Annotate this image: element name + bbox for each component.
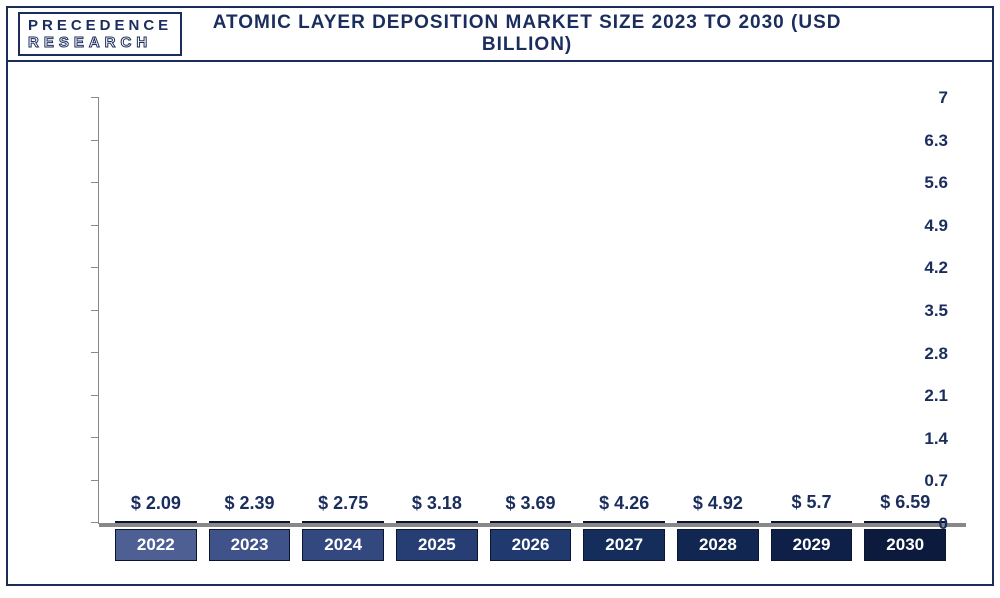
x-label: 2028: [677, 529, 759, 561]
y-label: 7: [939, 88, 948, 108]
y-tick: [91, 97, 99, 98]
y-label: 6.3: [924, 131, 948, 151]
y-tick: [91, 395, 99, 396]
bars-container: $ 2.09$ 2.39$ 2.75$ 3.18$ 3.69$ 4.26$ 4.…: [99, 98, 962, 523]
x-label: 2025: [396, 529, 478, 561]
y-label: 1.4: [924, 429, 948, 449]
y-label: 5.6: [924, 173, 948, 193]
bar-value-label: $ 2.39: [203, 493, 297, 514]
y-tick: [91, 437, 99, 438]
x-label: 2027: [583, 529, 665, 561]
y-tick: [91, 182, 99, 183]
bar-value-label: $ 5.7: [765, 492, 859, 513]
x-labels-row: 2022 2023 2024 2025 2026 2027 2028 2029 2030: [99, 529, 962, 561]
bar-value-label: $ 3.69: [484, 493, 578, 514]
plot: $ 2.09$ 2.39$ 2.75$ 3.18$ 3.69$ 4.26$ 4.…: [98, 98, 962, 524]
y-label: 4.9: [924, 216, 948, 236]
x-label: 2026: [490, 529, 572, 561]
x-label: 2029: [771, 529, 853, 561]
y-label: 2.8: [924, 344, 948, 364]
title-bar: PRECEDENCE RESEARCH ATOMIC LAYER DEPOSIT…: [8, 8, 992, 62]
y-label: 3.5: [924, 301, 948, 321]
chart-title: ATOMIC LAYER DEPOSITION MARKET SIZE 2023…: [182, 12, 992, 56]
y-tick: [91, 352, 99, 353]
bar-value-label: $ 4.92: [671, 493, 765, 514]
bar-value-label: $ 2.75: [296, 493, 390, 514]
chart-frame: PRECEDENCE RESEARCH ATOMIC LAYER DEPOSIT…: [6, 6, 994, 586]
logo: PRECEDENCE RESEARCH: [18, 12, 182, 56]
x-label: 2024: [302, 529, 384, 561]
y-tick: [91, 267, 99, 268]
bar-value-label: $ 6.59: [858, 492, 952, 513]
chart-area: $ 2.09$ 2.39$ 2.75$ 3.18$ 3.69$ 4.26$ 4.…: [98, 98, 962, 524]
x-label: 2022: [115, 529, 197, 561]
x-label: 2023: [209, 529, 291, 561]
y-label: 0: [939, 514, 948, 534]
logo-line2: RESEARCH: [28, 35, 172, 50]
bar-value-label: $ 4.26: [577, 493, 671, 514]
x-label: 2030: [864, 529, 946, 561]
y-tick: [91, 310, 99, 311]
bar-value-label: $ 2.09: [109, 493, 203, 514]
y-label: 4.2: [924, 258, 948, 278]
bar-value-label: $ 3.18: [390, 493, 484, 514]
y-tick: [91, 225, 99, 226]
x-baseline: [99, 523, 966, 527]
y-tick: [91, 140, 99, 141]
y-label: 0.7: [924, 471, 948, 491]
y-tick: [91, 522, 99, 523]
logo-line1: PRECEDENCE: [28, 18, 172, 33]
y-label: 2.1: [924, 386, 948, 406]
y-tick: [91, 480, 99, 481]
